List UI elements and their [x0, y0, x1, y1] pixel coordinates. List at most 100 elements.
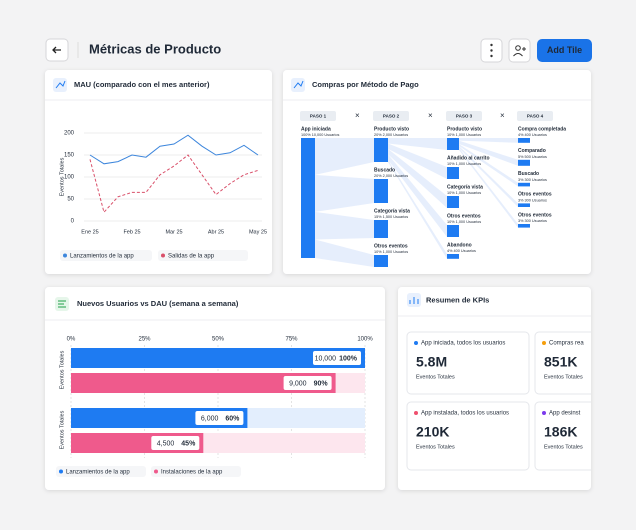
x-tick-label: Abr 25 — [208, 229, 224, 235]
kpi-value: 5.8M — [416, 354, 447, 370]
legend-pill — [60, 250, 152, 261]
kpi-cards: App iniciada, todos los usuarios 5.8M Even… — [406, 331, 591, 471]
bar-label-pill — [313, 351, 361, 365]
node-label: Otros eventos — [374, 243, 408, 249]
svg-text:×: × — [428, 111, 433, 120]
node-bar — [374, 179, 388, 203]
flow — [315, 239, 374, 267]
bar-value-label: 45% — [181, 440, 196, 447]
node-stat: 10% 1,000 Usuarios — [447, 191, 481, 195]
kpi-label: App desinst — [549, 411, 581, 417]
step-pill — [446, 111, 482, 121]
svg-text:×: × — [355, 111, 360, 120]
share-icon — [513, 45, 526, 57]
x-tick-label: 25% — [138, 337, 151, 343]
kpi-sub: Eventos Totales — [544, 444, 583, 450]
add-tile-label[interactable]: Add Tile — [547, 45, 582, 55]
node-label: Producto visto — [374, 126, 409, 132]
node-stat: 10% 1,000 Usuarios — [447, 133, 481, 137]
node-label: Categoría vista — [374, 208, 410, 214]
node-stat: 20% 2,000 Usuarios — [374, 174, 408, 178]
y-tick-label: 50 — [67, 197, 74, 203]
flow — [315, 138, 374, 175]
node-stat: 10% 1,000 Usuarios — [374, 250, 408, 254]
kpi-label: App instalada, todos los usuarios — [421, 411, 509, 417]
node-bar — [374, 138, 388, 162]
kpi-dot — [542, 411, 546, 415]
bar-value-label: 90% — [314, 380, 329, 387]
node-stat: 15% 1,500 Usuarios — [374, 215, 408, 219]
tile-title: MAU (comparado con el mes anterior) — [74, 80, 210, 89]
legend-swatch — [161, 253, 165, 258]
x-tick-label: Mar 25 — [165, 229, 182, 235]
node-bar — [518, 138, 530, 143]
node-stat: 4% 400 Usuarios — [518, 133, 547, 137]
bar-count-label: 6,000 — [201, 415, 219, 422]
tile-title: Nuevos Usuarios vs DAU (semana a semana) — [77, 299, 239, 308]
node-bar — [447, 254, 459, 259]
flows — [315, 138, 518, 267]
flow — [388, 143, 447, 179]
step-label: PASO 2 — [383, 114, 400, 119]
flow — [459, 148, 518, 228]
node-bar — [518, 224, 530, 228]
node-label: Otros eventos — [518, 192, 552, 198]
legend-pill — [56, 466, 146, 477]
node-stat: 10% 1,000 Usuarios — [447, 162, 481, 166]
node-label: App iniciada — [301, 126, 331, 132]
node-stat: 4% 400 Usuarios — [447, 249, 476, 253]
flow — [459, 140, 518, 166]
share-button[interactable] — [508, 38, 531, 63]
node-label: Otros eventos — [447, 213, 481, 219]
flow — [388, 148, 447, 208]
step-pill — [373, 111, 409, 121]
x-tick-label: 50% — [212, 337, 225, 343]
kpi-label: Compras rea — [549, 341, 584, 347]
kpi-dot — [414, 411, 418, 415]
y-axis-label: Eventos Totales — [59, 350, 65, 389]
bar-value-label: 60% — [225, 415, 240, 422]
flow — [388, 159, 447, 259]
node-stat: 20% 2,000 Usuarios — [374, 133, 408, 137]
tile-icons — [53, 78, 421, 311]
kpi-sub: Eventos Totales — [416, 374, 455, 380]
node-bar — [518, 203, 530, 207]
step-pill — [517, 111, 553, 121]
line-series — [89, 154, 259, 214]
node-bar — [447, 138, 459, 150]
step-pill — [300, 111, 336, 121]
line-series — [89, 134, 259, 165]
legend-label: Salidas de la app — [168, 254, 215, 260]
y-tick-label: 100 — [64, 175, 75, 181]
back-icon — [52, 46, 61, 54]
kpi-value: 210K — [416, 424, 449, 440]
legend-label: Lanzamientos de la app — [70, 254, 134, 260]
flow — [459, 144, 518, 187]
flow — [459, 138, 518, 143]
node-label: Categoría vista — [447, 184, 483, 190]
node-stat: 3% 300 Usuarios — [518, 178, 547, 182]
tile-title: Resumen de KPIs — [426, 295, 489, 304]
svg-text:×: × — [500, 111, 505, 120]
node-stat: 3% 300 Usuarios — [518, 219, 547, 223]
x-tick-label: Feb 25 — [123, 229, 140, 235]
legend-swatch — [63, 253, 67, 258]
node-bar — [447, 196, 459, 208]
flow — [315, 174, 374, 212]
step-label: PASO 3 — [456, 114, 473, 119]
add-tile-button[interactable] — [537, 39, 592, 62]
bar-count-label: 9,000 — [289, 380, 307, 387]
tile-title: Compras por Método de Pago — [312, 80, 419, 89]
flow — [459, 146, 518, 207]
node-bar — [518, 182, 530, 187]
flow — [388, 138, 447, 150]
kpi-card — [534, 331, 591, 395]
legend-pill — [151, 466, 241, 477]
legend-swatch — [59, 469, 63, 474]
bar-label-pill — [283, 376, 332, 390]
node-label: Comparado — [518, 148, 546, 154]
node-bar — [301, 138, 315, 258]
kpi-value: 851K — [544, 354, 577, 370]
kpi-dot — [542, 341, 546, 345]
